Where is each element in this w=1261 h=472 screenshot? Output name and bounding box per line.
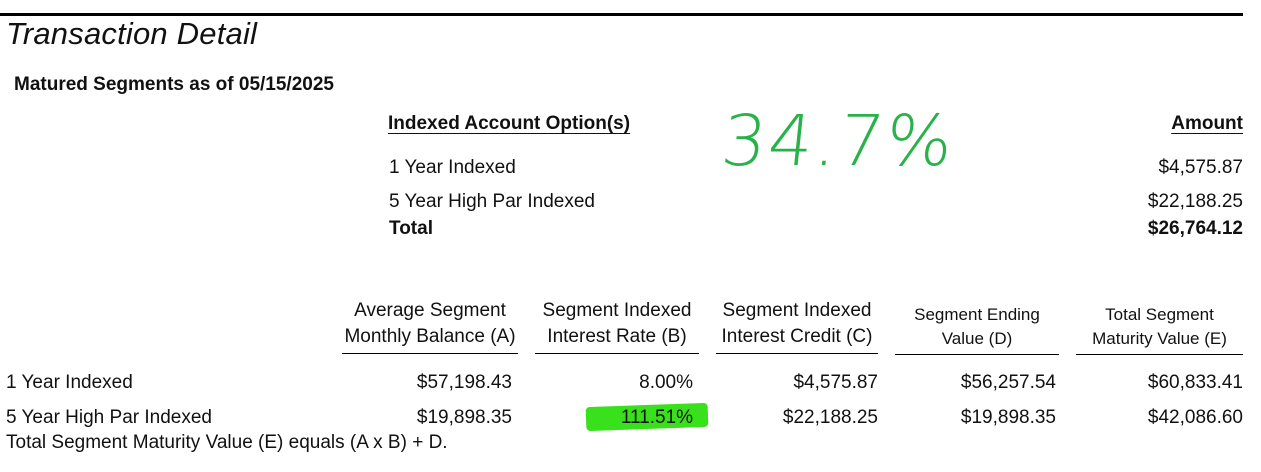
handwritten-annotation: 34.7%	[717, 100, 959, 182]
amount-header: Amount	[1171, 113, 1243, 134]
column-header-e: Total Segment Maturity Value (E)	[1076, 303, 1243, 355]
table-cell: 8.00%	[639, 372, 693, 393]
table-cell: $56,257.54	[960, 372, 1056, 393]
header-rule	[0, 13, 1243, 16]
table-cell: $60,833.41	[1147, 372, 1243, 393]
column-header-line: Segment Indexed	[722, 300, 872, 321]
table-row-label: 1 Year Indexed	[6, 372, 133, 393]
total-amount: $26,764.12	[1147, 218, 1243, 239]
table-cell: $22,188.25	[782, 407, 878, 428]
column-header-line: Segment Indexed	[542, 300, 692, 321]
table-cell: $19,898.35	[416, 407, 512, 428]
column-header-d: Segment Ending Value (D)	[895, 303, 1059, 355]
summary-row-amount: $4,575.87	[1158, 157, 1243, 178]
summary-row-amount: $22,188.25	[1147, 191, 1243, 212]
column-header-line: Maturity Value (E)	[1092, 329, 1227, 348]
column-header-c: Segment Indexed Interest Credit (C)	[716, 298, 878, 354]
column-header-line: Average Segment	[354, 300, 506, 321]
section-subtitle: Matured Segments as of 05/15/2025	[14, 74, 334, 95]
column-header-line: Interest Rate (B)	[547, 326, 687, 347]
table-cell: $57,198.43	[416, 372, 512, 393]
column-header-line: Interest Credit (C)	[721, 326, 873, 347]
column-header-line: Monthly Balance (A)	[344, 326, 516, 347]
column-header-line: Value (D)	[941, 329, 1013, 348]
option-header: Indexed Account Option(s)	[388, 113, 631, 134]
table-cell: $19,898.35	[960, 407, 1056, 428]
summary-row-label: 5 Year High Par Indexed	[389, 191, 595, 212]
column-header-line: Total Segment	[1105, 305, 1214, 324]
table-row-label: 5 Year High Par Indexed	[6, 407, 212, 428]
column-header-b: Segment Indexed Interest Rate (B)	[535, 298, 699, 354]
footnote: Total Segment Maturity Value (E) equals …	[6, 432, 448, 453]
table-cell-highlighted: 111.51%	[620, 407, 693, 428]
page-title: Transaction Detail	[6, 16, 258, 51]
column-header-a: Average Segment Monthly Balance (A)	[342, 298, 518, 354]
table-cell: $42,086.60	[1147, 407, 1243, 428]
summary-row-label: 1 Year Indexed	[389, 157, 516, 178]
total-label: Total	[389, 218, 433, 239]
table-cell: $4,575.87	[793, 372, 878, 393]
column-header-line: Segment Ending	[914, 305, 1040, 324]
